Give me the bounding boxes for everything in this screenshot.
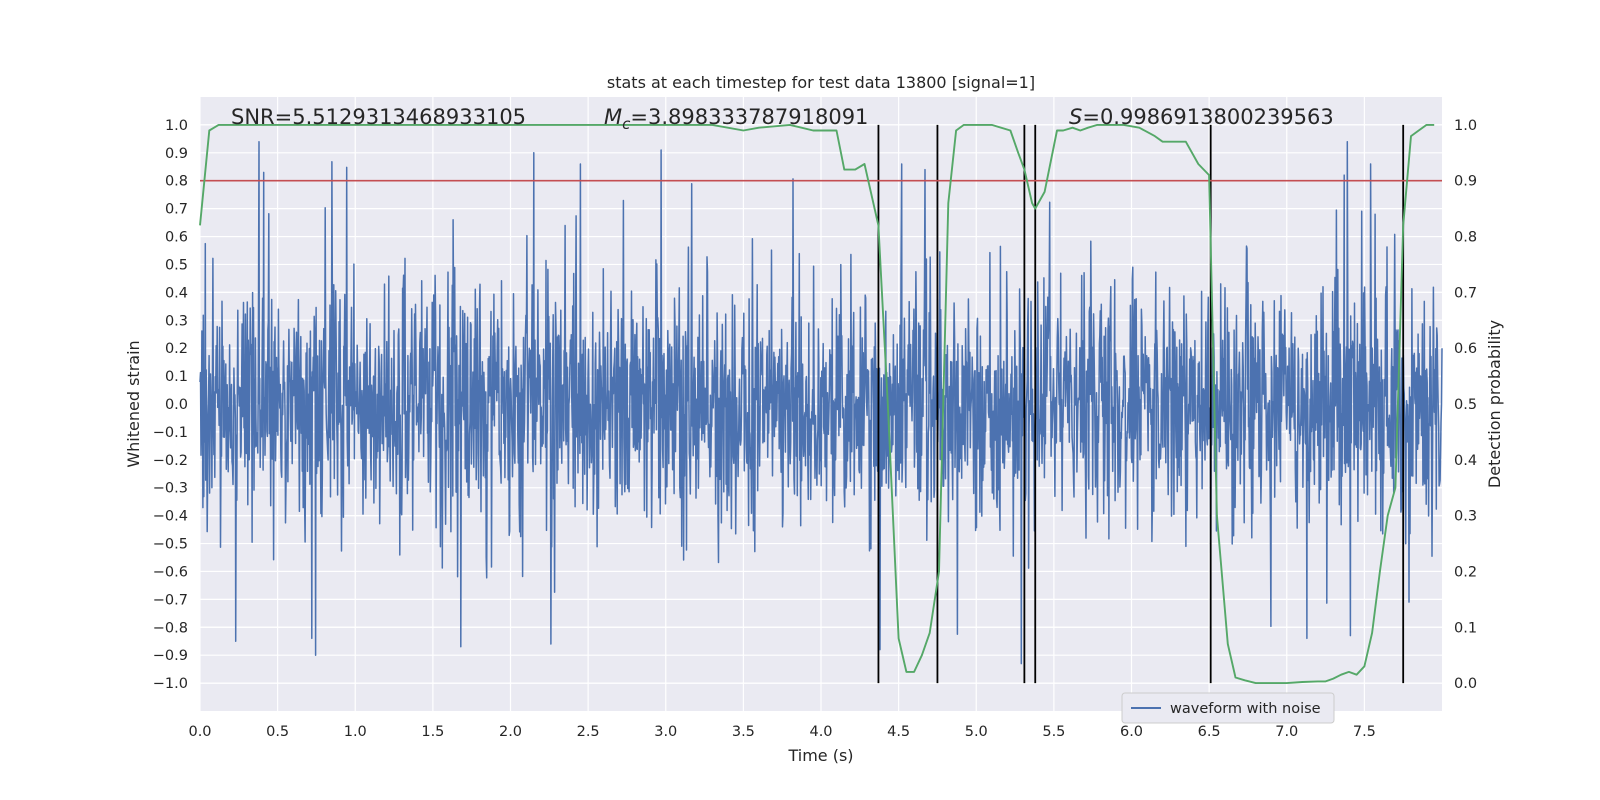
y2-tick-label: 0.7 bbox=[1454, 285, 1477, 301]
x-tick-label: 0.5 bbox=[266, 724, 289, 740]
detection-probability-series bbox=[199, 123, 1435, 685]
y-tick-label: −0.5 bbox=[153, 537, 188, 553]
x-axis-ticks: 0.0 0.5 1.0 1.5 2.0 2.5 3.0 3.5 4.0 4.5 5.0 5.5 6.0 6… bbox=[188, 724, 1375, 740]
chirp-mass-value: =3.898333787918091 bbox=[630, 105, 868, 129]
y-tick-label: −0.7 bbox=[153, 592, 188, 608]
y-tick-label: −0.4 bbox=[153, 509, 188, 525]
x-tick-label: 7.5 bbox=[1353, 724, 1376, 740]
y-tick-label: −0.1 bbox=[153, 425, 188, 441]
x-tick-label: 2.0 bbox=[499, 724, 522, 740]
y-tick-label: −0.3 bbox=[153, 481, 188, 497]
x-axis-label: Time (s) bbox=[787, 746, 853, 765]
y2-tick-label: 0.1 bbox=[1454, 620, 1477, 636]
y-tick-label: 0.8 bbox=[165, 174, 188, 190]
y-tick-label: 0.1 bbox=[165, 369, 188, 385]
y-axis-label: Whitened strain bbox=[124, 340, 143, 467]
chirp-mass-symbol: M bbox=[604, 105, 622, 129]
y-tick-label: −0.8 bbox=[153, 620, 188, 636]
x-tick-label: 5.0 bbox=[965, 724, 988, 740]
y-tick-label: 0.6 bbox=[165, 230, 188, 246]
y-tick-label: 0.0 bbox=[165, 397, 188, 413]
chirp-mass-subscript: c bbox=[622, 115, 631, 133]
y2-tick-label: 0.3 bbox=[1454, 509, 1477, 525]
y-axis-ticks: 1.0 0.9 0.8 0.7 0.6 0.5 0.4 0.3 0.2 0.1 0.0 −0.1 −0.… bbox=[153, 118, 188, 692]
score-symbol: S bbox=[1069, 105, 1082, 129]
waveform-line bbox=[199, 140, 1443, 665]
y-tick-label: 0.7 bbox=[165, 202, 188, 218]
y-tick-label: 1.0 bbox=[165, 118, 188, 134]
x-tick-label: 1.5 bbox=[421, 724, 444, 740]
y-tick-label: 0.4 bbox=[165, 285, 188, 301]
x-tick-label: 1.0 bbox=[344, 724, 367, 740]
x-tick-label: 4.0 bbox=[809, 724, 832, 740]
y-tick-label: 0.9 bbox=[165, 146, 188, 162]
y-tick-label: 0.2 bbox=[165, 341, 188, 357]
y2-tick-label: 0.5 bbox=[1454, 397, 1477, 413]
legend-label: waveform with noise bbox=[1170, 701, 1321, 717]
chart-title: stats at each timestep for test data 138… bbox=[607, 73, 1035, 92]
x-tick-label: 3.0 bbox=[654, 724, 677, 740]
y-tick-label: 0.3 bbox=[165, 313, 188, 329]
y2-tick-label: 0.9 bbox=[1454, 174, 1477, 190]
y-tick-label: −0.2 bbox=[153, 453, 188, 469]
y2-axis-label: Detection probability bbox=[1485, 320, 1504, 488]
x-tick-label: 0.0 bbox=[188, 724, 211, 740]
y-tick-label: 0.5 bbox=[165, 257, 188, 273]
x-tick-label: 3.5 bbox=[732, 724, 755, 740]
x-tick-label: 6.0 bbox=[1120, 724, 1143, 740]
y2-tick-label: 0.2 bbox=[1454, 564, 1477, 580]
x-tick-label: 6.5 bbox=[1198, 724, 1221, 740]
legend: waveform with noise bbox=[1121, 692, 1335, 724]
legend-box bbox=[1121, 692, 1335, 724]
y2-tick-label: 0.4 bbox=[1454, 453, 1477, 469]
y2-tick-label: 0.6 bbox=[1454, 341, 1477, 357]
x-tick-label: 5.5 bbox=[1042, 724, 1065, 740]
chirp-mass-annotation: Mc=3.898333787918091 bbox=[604, 105, 868, 133]
y2-axis-ticks: 1.0 0.9 0.8 0.7 0.6 0.5 0.4 0.3 0.2 0.1 0.0 bbox=[1454, 118, 1477, 692]
x-tick-label: 7.0 bbox=[1275, 724, 1298, 740]
y2-tick-label: 0.8 bbox=[1454, 230, 1477, 246]
y2-tick-label: 0.0 bbox=[1454, 676, 1477, 692]
y-tick-label: −1.0 bbox=[153, 676, 188, 692]
waveform-with-noise-series bbox=[199, 140, 1443, 665]
y2-tick-label: 1.0 bbox=[1454, 118, 1477, 134]
detection-probability-line bbox=[199, 123, 1435, 685]
score-value: =0.9986913800239563 bbox=[1082, 105, 1333, 129]
x-tick-label: 4.5 bbox=[887, 724, 910, 740]
score-annotation: S=0.9986913800239563 bbox=[1069, 105, 1334, 129]
snr-annotation: SNR=5.5129313468933105 bbox=[231, 105, 526, 129]
y-tick-label: −0.6 bbox=[153, 564, 188, 580]
x-tick-label: 2.5 bbox=[577, 724, 600, 740]
y-tick-label: −0.9 bbox=[153, 648, 188, 664]
